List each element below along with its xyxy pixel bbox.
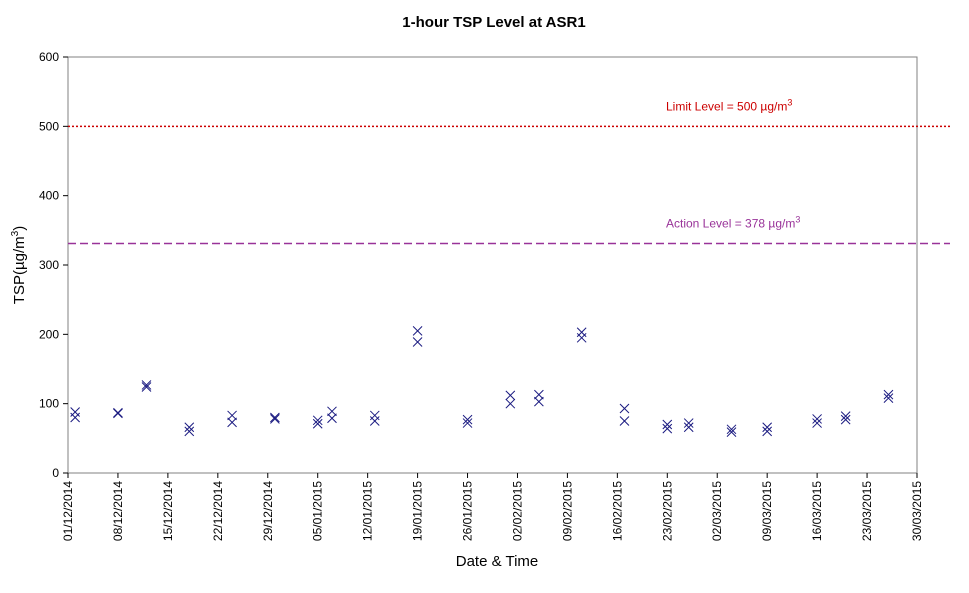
y-axis-label-close: ) bbox=[11, 226, 28, 231]
data-point bbox=[113, 408, 123, 419]
data-point bbox=[812, 418, 822, 428]
x-tick-label: 02/03/2015 bbox=[710, 481, 724, 541]
y-axis-label: TSP(µg/m3) bbox=[10, 226, 28, 304]
y-tick-label: 500 bbox=[39, 119, 59, 133]
data-point bbox=[412, 326, 423, 336]
data-point bbox=[184, 422, 195, 433]
y-axis-label-mu: µ bbox=[11, 261, 28, 270]
data-point bbox=[840, 411, 851, 422]
data-point bbox=[369, 410, 380, 421]
x-tick-label: 22/12/2014 bbox=[211, 481, 225, 541]
y-axis-label-unit: g/m bbox=[11, 236, 28, 261]
x-tick-label: 09/02/2015 bbox=[560, 481, 574, 541]
x-axis: 01/12/2014 08/12/2014 15/12/2014 22/12/2014… bbox=[61, 473, 924, 541]
reference-line-mu: µ bbox=[768, 217, 775, 231]
data-point bbox=[70, 407, 80, 417]
x-tick-label: 23/03/2015 bbox=[860, 481, 874, 541]
reference-line-text: Limit Level = 500 bbox=[666, 99, 760, 113]
data-point bbox=[576, 327, 587, 338]
x-tick-label: 09/03/2015 bbox=[760, 481, 774, 541]
chart-title: 1-hour TSP Level at ASR1 bbox=[402, 14, 585, 31]
data-point bbox=[369, 416, 380, 426]
data-point bbox=[327, 413, 337, 424]
data-point bbox=[141, 380, 152, 390]
x-tick-label: 19/01/2015 bbox=[411, 481, 425, 541]
data-point bbox=[70, 412, 80, 423]
data-point bbox=[227, 417, 237, 428]
data-point bbox=[505, 390, 516, 401]
data-point bbox=[141, 382, 152, 392]
y-tick-label: 0 bbox=[52, 466, 59, 480]
plot-area-frame bbox=[67, 56, 918, 474]
x-tick-label: 16/03/2015 bbox=[810, 481, 824, 541]
reference-line-sup: 3 bbox=[787, 97, 792, 107]
reference-line-sup: 3 bbox=[795, 215, 800, 225]
data-point bbox=[270, 412, 280, 423]
y-tick-label: 100 bbox=[39, 397, 59, 411]
data-point bbox=[726, 427, 737, 437]
data-point bbox=[726, 424, 737, 435]
reference-line-label: Limit Level = 500 µg/m3 bbox=[666, 97, 792, 113]
y-axis: 0 100 200 300 400 500 600 bbox=[39, 50, 68, 480]
y-axis-label-main: TSP( bbox=[11, 270, 28, 304]
x-tick-label: 26/01/2015 bbox=[461, 481, 475, 541]
y-tick-label: 300 bbox=[39, 258, 59, 272]
x-tick-label: 29/12/2014 bbox=[261, 481, 275, 541]
x-tick-label: 15/12/2014 bbox=[161, 481, 175, 541]
data-point bbox=[683, 418, 694, 428]
data-point bbox=[662, 423, 673, 434]
data-point bbox=[462, 418, 473, 428]
reference-line-unit: g/m bbox=[775, 217, 795, 231]
data-point bbox=[762, 426, 773, 437]
data-point bbox=[412, 337, 423, 347]
data-point bbox=[327, 406, 337, 417]
x-tick-label: 02/02/2015 bbox=[510, 481, 524, 541]
x-tick-label: 01/12/2014 bbox=[61, 481, 75, 541]
data-point bbox=[619, 416, 630, 426]
data-point bbox=[883, 393, 894, 403]
data-point bbox=[227, 410, 237, 421]
reference-line-text: Action Level = 378 bbox=[666, 217, 768, 231]
data-point bbox=[840, 414, 851, 425]
data-point bbox=[184, 426, 195, 437]
data-point bbox=[883, 389, 894, 400]
data-point bbox=[619, 403, 630, 414]
reference-line-label: Action Level = 378 µg/m3 bbox=[666, 215, 800, 231]
data-point bbox=[683, 422, 694, 433]
reference-line-unit: g/m bbox=[767, 99, 787, 113]
y-tick-label: 400 bbox=[39, 189, 59, 203]
data-points bbox=[70, 326, 894, 437]
x-tick-label: 30/03/2015 bbox=[910, 481, 924, 541]
data-point bbox=[505, 398, 516, 409]
x-tick-label: 12/01/2015 bbox=[361, 481, 375, 541]
y-tick-label: 600 bbox=[39, 50, 59, 64]
x-tick-label: 08/12/2014 bbox=[111, 481, 125, 541]
data-point bbox=[312, 415, 323, 426]
data-point bbox=[534, 396, 544, 407]
data-point bbox=[812, 414, 822, 424]
x-axis-label: Date & Time bbox=[456, 553, 539, 570]
data-point bbox=[662, 419, 673, 430]
x-tick-label: 05/01/2015 bbox=[311, 481, 325, 541]
data-point bbox=[312, 418, 323, 429]
x-tick-label: 16/02/2015 bbox=[610, 481, 624, 541]
data-point bbox=[762, 422, 773, 433]
y-tick-label: 200 bbox=[39, 327, 59, 341]
data-point bbox=[462, 414, 473, 425]
data-point bbox=[534, 389, 544, 400]
x-tick-label: 23/02/2015 bbox=[660, 481, 674, 541]
data-point bbox=[576, 332, 587, 343]
data-point bbox=[270, 414, 280, 424]
y-axis-label-sup: 3 bbox=[10, 230, 21, 236]
reference-line-mu: µ bbox=[760, 99, 767, 113]
